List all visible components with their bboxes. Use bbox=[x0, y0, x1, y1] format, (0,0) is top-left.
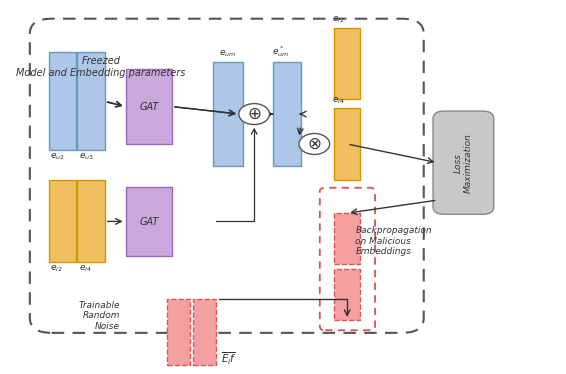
Text: Freezed
Model and Embedding parameters: Freezed Model and Embedding parameters bbox=[16, 56, 186, 78]
Text: $e_{um}$: $e_{um}$ bbox=[218, 48, 236, 59]
Bar bbox=[126, 187, 172, 256]
Bar bbox=[49, 180, 76, 262]
Text: $e_{i4}$: $e_{i4}$ bbox=[79, 264, 92, 274]
Text: $e^*_{um}$: $e^*_{um}$ bbox=[272, 44, 290, 59]
Text: GAT: GAT bbox=[139, 102, 158, 111]
Circle shape bbox=[239, 104, 269, 125]
Text: $\oplus$: $\oplus$ bbox=[247, 105, 261, 123]
Circle shape bbox=[299, 134, 329, 154]
Bar bbox=[334, 213, 361, 264]
Bar bbox=[193, 299, 216, 365]
Bar bbox=[78, 180, 105, 262]
Text: $e_{u2}$: $e_{u2}$ bbox=[50, 151, 65, 162]
Text: Loss
Maximization: Loss Maximization bbox=[454, 133, 473, 193]
Text: $\otimes$: $\otimes$ bbox=[307, 135, 321, 153]
Bar bbox=[213, 62, 243, 166]
Bar bbox=[166, 299, 190, 365]
FancyBboxPatch shape bbox=[433, 111, 494, 214]
Text: $e_{i2}$: $e_{i2}$ bbox=[332, 15, 345, 25]
Bar bbox=[334, 269, 361, 320]
Bar bbox=[78, 52, 105, 150]
Bar bbox=[126, 69, 172, 144]
Text: Trainable
Random
Noise: Trainable Random Noise bbox=[79, 301, 120, 331]
Text: $e_{i2}$: $e_{i2}$ bbox=[50, 264, 63, 274]
Text: $e_{u3}$: $e_{u3}$ bbox=[79, 151, 93, 162]
Bar bbox=[273, 62, 301, 166]
Bar bbox=[49, 52, 76, 150]
Text: $\overline{E_if}$: $\overline{E_if}$ bbox=[221, 350, 237, 367]
Bar bbox=[334, 28, 361, 99]
Text: Backpropagation
on Malicious
Embeddings: Backpropagation on Malicious Embeddings bbox=[355, 226, 432, 256]
Text: GAT: GAT bbox=[139, 217, 158, 227]
Bar bbox=[334, 108, 361, 180]
Text: $e_{i4}$: $e_{i4}$ bbox=[332, 95, 345, 106]
